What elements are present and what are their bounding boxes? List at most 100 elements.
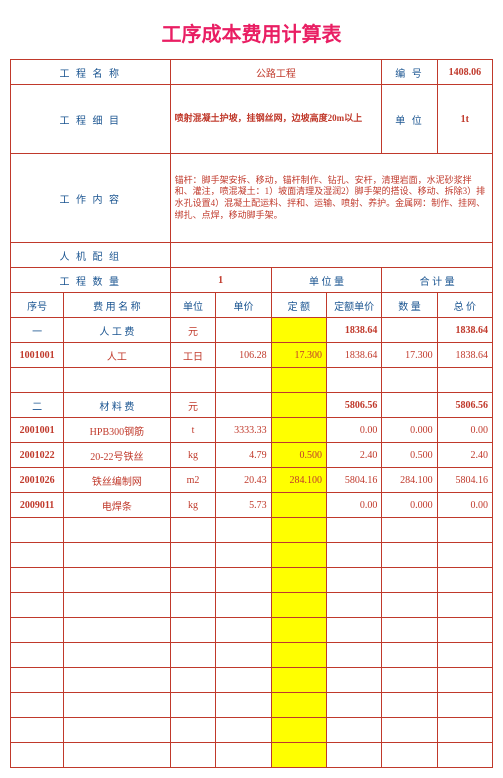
- row-price: 3333.33: [216, 418, 271, 443]
- section-material: 二 材 料 费 元 5806.56 5806.56: [11, 393, 493, 418]
- table-row: 1001001 人工 工日 106.28 17.300 1838.64 17.3…: [11, 343, 493, 368]
- page-title: 工序成本费用计算表: [10, 18, 493, 47]
- row-price: 4.79: [216, 443, 271, 468]
- config-value: [170, 243, 492, 268]
- row-amt: 284.100: [382, 468, 437, 493]
- unit-amt-label: 单 位 量: [271, 268, 382, 293]
- material-sum-unit: 5806.56: [326, 393, 381, 418]
- blank-row: [11, 543, 493, 568]
- table-row: 2009011 电焊条 kg 5.73 0.00 0.000 0.00: [11, 493, 493, 518]
- row-amt: 0.500: [382, 443, 437, 468]
- row-amt: 0.000: [382, 418, 437, 443]
- header-row-2: 工 程 细 目 喷射混凝土护坡，挂钢丝网，边坡高度20m以上 单 位 1t: [11, 85, 493, 154]
- content-label: 工 作 内 容: [11, 154, 171, 243]
- table-row: 2001022 20-22号铁丝 kg 4.79 0.500 2.40 0.50…: [11, 443, 493, 468]
- config-label: 人 机 配 组: [11, 243, 171, 268]
- row-unit: kg: [170, 443, 216, 468]
- row-price: 5.73: [216, 493, 271, 518]
- material-sum-total: 5806.56: [437, 393, 492, 418]
- row-qprice: 0.00: [326, 418, 381, 443]
- col-name: 费 用 名 称: [64, 293, 170, 318]
- row-total: 5804.16: [437, 468, 492, 493]
- row-code: 2009011: [11, 493, 64, 518]
- row-name: HPB300钢筋: [64, 418, 170, 443]
- row-total: 2.40: [437, 443, 492, 468]
- labor-unit: 元: [170, 318, 216, 343]
- blank-row: [11, 368, 493, 393]
- row-unit: kg: [170, 493, 216, 518]
- header-row-3: 工 作 内 容 锚杆：脚手架安拆、移动，锚杆制作、钻孔、安杆，清理岩面，水泥砂浆…: [11, 154, 493, 243]
- row-total: 1838.64: [437, 343, 492, 368]
- blank-row: [11, 693, 493, 718]
- code-value: 1408.06: [437, 60, 492, 85]
- col-quota: 定 额: [271, 293, 326, 318]
- header-row-1: 工 程 名 称 公路工程 编 号 1408.06: [11, 60, 493, 85]
- cost-table: 工 程 名 称 公路工程 编 号 1408.06 工 程 细 目 喷射混凝土护坡…: [10, 59, 493, 768]
- row-price: 20.43: [216, 468, 271, 493]
- row-qprice: 5804.16: [326, 468, 381, 493]
- blank-row: [11, 668, 493, 693]
- col-total: 总 价: [437, 293, 492, 318]
- row-total: 0.00: [437, 418, 492, 443]
- detail-label: 工 程 细 目: [11, 85, 171, 154]
- material-name: 材 料 费: [64, 393, 170, 418]
- unit-label: 单 位: [382, 85, 437, 154]
- blank-row: [11, 643, 493, 668]
- total-amt-label: 合 计 量: [382, 268, 493, 293]
- blank-row: [11, 593, 493, 618]
- row-quota: [271, 493, 326, 518]
- row-quota: 0.500: [271, 443, 326, 468]
- row-quota: [271, 418, 326, 443]
- col-qprice: 定额单价: [326, 293, 381, 318]
- table-row: 2001026 铁丝编制网 m2 20.43 284.100 5804.16 2…: [11, 468, 493, 493]
- row-amt: 0.000: [382, 493, 437, 518]
- blank-row: [11, 618, 493, 643]
- header-row-4: 人 机 配 组: [11, 243, 493, 268]
- row-total: 0.00: [437, 493, 492, 518]
- proj-name-value: 公路工程: [170, 60, 382, 85]
- col-header-1: 工 程 数 量 1 单 位 量 合 计 量: [11, 268, 493, 293]
- row-unit: m2: [170, 468, 216, 493]
- section-labor: 一 人 工 费 元 1838.64 1838.64: [11, 318, 493, 343]
- col-seq: 序号: [11, 293, 64, 318]
- labor-sum-unit: 1838.64: [326, 318, 381, 343]
- content-value: 锚杆：脚手架安拆、移动，锚杆制作、钻孔、安杆，清理岩面，水泥砂浆拌和、灌注，喷混…: [170, 154, 492, 243]
- labor-sum-total: 1838.64: [437, 318, 492, 343]
- row-unit: t: [170, 418, 216, 443]
- blank-row: [11, 743, 493, 768]
- row-name: 20-22号铁丝: [64, 443, 170, 468]
- row-qprice: 0.00: [326, 493, 381, 518]
- table-row: 2001001 HPB300钢筋 t 3333.33 0.00 0.000 0.…: [11, 418, 493, 443]
- row-code: 2001022: [11, 443, 64, 468]
- proj-name-label: 工 程 名 称: [11, 60, 171, 85]
- row-amt: 17.300: [382, 343, 437, 368]
- qty-label: 工 程 数 量: [11, 268, 171, 293]
- blank-row: [11, 718, 493, 743]
- row-quota: 17.300: [271, 343, 326, 368]
- col-header-2: 序号 费 用 名 称 单位 单价 定 额 定额单价 数 量 总 价: [11, 293, 493, 318]
- code-label: 编 号: [382, 60, 437, 85]
- col-amt: 数 量: [382, 293, 437, 318]
- row-unit: 工日: [170, 343, 216, 368]
- row-price: 106.28: [216, 343, 271, 368]
- row-code: 2001001: [11, 418, 64, 443]
- row-qprice: 1838.64: [326, 343, 381, 368]
- row-code: 2001026: [11, 468, 64, 493]
- row-qprice: 2.40: [326, 443, 381, 468]
- labor-idx: 一: [11, 318, 64, 343]
- col-unit: 单位: [170, 293, 216, 318]
- row-quota: 284.100: [271, 468, 326, 493]
- labor-name: 人 工 费: [64, 318, 170, 343]
- unit-value: 1t: [437, 85, 492, 154]
- row-name: 电焊条: [64, 493, 170, 518]
- blank-row: [11, 568, 493, 593]
- detail-value: 喷射混凝土护坡，挂钢丝网，边坡高度20m以上: [170, 85, 382, 154]
- row-name: 人工: [64, 343, 170, 368]
- qty-value: 1: [170, 268, 271, 293]
- material-idx: 二: [11, 393, 64, 418]
- row-code: 1001001: [11, 343, 64, 368]
- col-price: 单价: [216, 293, 271, 318]
- material-unit: 元: [170, 393, 216, 418]
- blank-row: [11, 518, 493, 543]
- row-name: 铁丝编制网: [64, 468, 170, 493]
